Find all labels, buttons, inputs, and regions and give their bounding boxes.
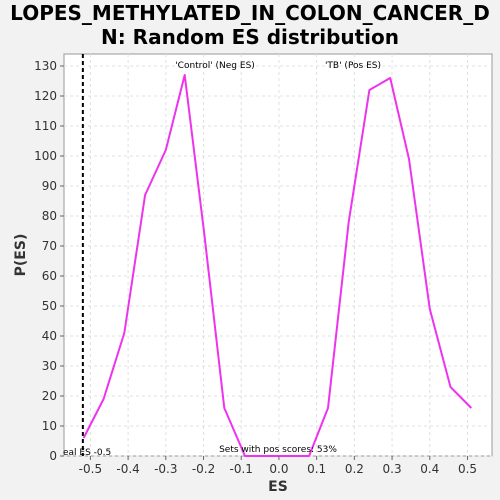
x-tick-label: 0.5 [458, 462, 477, 476]
y-axis-title: P(ES) [13, 234, 29, 277]
y-tick-label: 0 [49, 449, 57, 463]
observed-es-label: eal ES -0.5 [63, 448, 111, 458]
y-tick-label: 20 [42, 389, 57, 403]
pos-es-label: 'TB' (Pos ES) [325, 61, 381, 71]
chart-title-line2: N: Random ES distribution [101, 25, 399, 49]
y-tick-label: 30 [42, 359, 57, 373]
x-tick-label: -0.3 [154, 462, 177, 476]
y-tick-label: 80 [42, 209, 57, 223]
x-tick-label: 0.4 [420, 462, 439, 476]
x-tick-label: -0.2 [192, 462, 215, 476]
y-tick-label: 60 [42, 269, 57, 283]
x-tick-label: 0.0 [269, 462, 288, 476]
tick-layer: -0.5 -0.4 -0.3 -0.2 -0.1 0.0 0.1 0.2 0.3 0.4 0.5 0 1… [34, 59, 477, 476]
y-tick-label: 10 [42, 419, 57, 433]
y-tick-label: 90 [42, 179, 57, 193]
x-tick-label: -0.4 [116, 462, 139, 476]
x-tick-label: 0.3 [383, 462, 402, 476]
x-tick-label: -0.5 [79, 462, 102, 476]
y-tick-label: 70 [42, 239, 57, 253]
y-tick-label: 100 [34, 149, 57, 163]
grid-layer [64, 54, 492, 457]
y-tick-label: 120 [34, 89, 57, 103]
x-tick-label: -0.1 [230, 462, 253, 476]
chart-title-line1: LOPES_METHYLATED_IN_COLON_CANCER_D [10, 1, 490, 25]
y-tick-label: 50 [42, 299, 57, 313]
y-tick-label: 40 [42, 329, 57, 343]
x-axis-title: ES [268, 479, 288, 495]
x-tick-label: 0.1 [307, 462, 326, 476]
y-tick-label: 110 [34, 119, 57, 133]
pos-scores-footer: Sets with pos scores: 53% [219, 445, 337, 455]
neg-es-label: 'Control' (Neg ES) [175, 61, 255, 71]
y-tick-label: 130 [34, 59, 57, 73]
x-tick-label: 0.2 [345, 462, 364, 476]
